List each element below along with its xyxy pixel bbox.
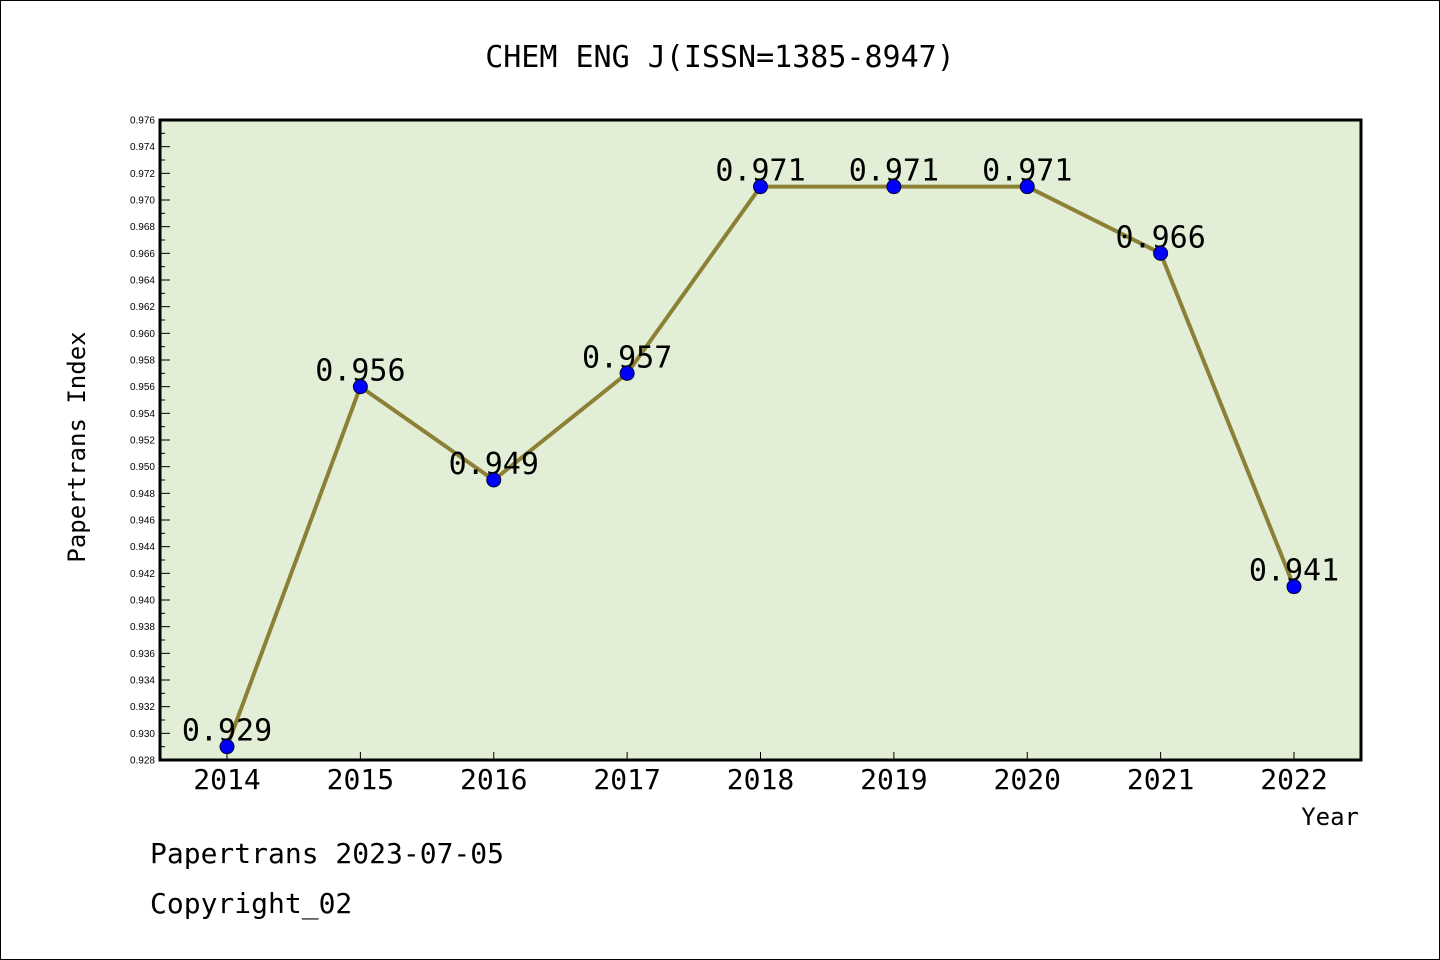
y-tick-label: 0.934	[130, 676, 155, 687]
x-tick-label: 2014	[193, 763, 260, 796]
y-axis-label: Papertrans Index	[63, 331, 91, 562]
y-tick-label: 0.976	[130, 116, 155, 127]
data-point	[219, 739, 235, 755]
y-tick-label: 0.946	[130, 516, 155, 527]
y-tick-label: 0.942	[130, 569, 155, 580]
data-point	[352, 379, 368, 395]
plot-area	[158, 118, 1363, 762]
y-tick-label: 0.954	[130, 409, 155, 420]
footer-copyright-text: Copyright_02	[150, 887, 352, 921]
y-tick-label: 0.938	[130, 622, 155, 633]
y-tick-label: 0.930	[130, 729, 155, 740]
x-tick-label: 2018	[727, 763, 794, 796]
y-tick-label: 0.944	[130, 542, 155, 553]
data-point	[619, 365, 635, 381]
data-point	[486, 472, 502, 488]
x-tick-label: 2017	[593, 763, 660, 796]
y-tick-label: 0.962	[130, 302, 155, 313]
footer-date-text: Papertrans 2023-07-05	[150, 837, 504, 870]
data-point	[753, 179, 768, 195]
data-point	[1019, 179, 1035, 195]
y-tick-label: 0.972	[130, 169, 155, 180]
data-point	[1286, 579, 1302, 595]
x-tick-label: 2019	[860, 763, 927, 796]
y-tick-label: 0.948	[130, 489, 155, 500]
x-tick-label: 2015	[327, 763, 394, 796]
x-tick-label: 2016	[460, 763, 527, 796]
data-point	[1153, 245, 1169, 261]
data-point	[886, 179, 902, 195]
y-tick-label: 0.932	[130, 702, 155, 713]
y-tick-label: 0.974	[130, 142, 155, 153]
x-tick-label: 2020	[994, 763, 1061, 796]
y-axis: 0.928 0.930 0.932 0.934 0.936 0.938 0.940 0.942…	[130, 116, 170, 767]
y-tick-label: 0.956	[130, 382, 155, 393]
y-tick-label: 0.928	[130, 756, 155, 767]
y-tick-label: 0.970	[130, 196, 155, 207]
y-tick-label: 0.966	[130, 249, 155, 260]
y-tick-label: 0.960	[130, 329, 155, 340]
x-axis-label: Year	[1301, 803, 1359, 831]
y-tick-label: 0.958	[130, 356, 155, 367]
y-tick-label: 0.968	[130, 222, 155, 233]
x-tick-label: 2022	[1260, 763, 1327, 796]
x-tick-label: 2021	[1127, 763, 1194, 796]
y-tick-label: 0.936	[130, 649, 155, 660]
chart-title: CHEM ENG J(ISSN=1385-8947)	[485, 40, 955, 75]
y-tick-label: 0.964	[130, 276, 155, 287]
y-tick-label: 0.952	[130, 436, 155, 447]
x-axis: 2014 2015 2016 2017 2018 2019 2020 2021 2022	[193, 752, 1328, 796]
y-tick-label: 0.950	[130, 462, 155, 473]
y-tick-label: 0.940	[130, 596, 155, 607]
